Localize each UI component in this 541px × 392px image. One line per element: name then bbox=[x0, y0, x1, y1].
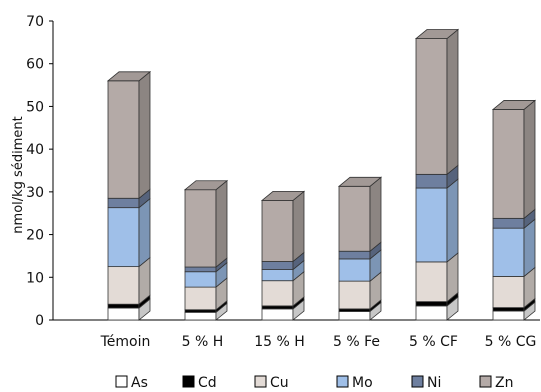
legend-label: Cd bbox=[198, 375, 217, 391]
bar-segment bbox=[184, 311, 217, 321]
legend-item: Cd bbox=[182, 375, 217, 391]
legend-item: Cu bbox=[254, 375, 289, 391]
legend-swatch bbox=[254, 375, 267, 388]
y-tick-label: 20 bbox=[26, 228, 44, 244]
bar-segment bbox=[261, 305, 294, 310]
y-tick-label: 70 bbox=[26, 14, 44, 30]
bar-segment-side bbox=[523, 218, 536, 278]
bar-top bbox=[260, 190, 306, 201]
bar-segment bbox=[415, 301, 448, 307]
legend-swatch bbox=[411, 375, 424, 388]
bar-segment bbox=[492, 307, 525, 312]
bar-segment-side bbox=[446, 28, 459, 176]
bar-segment bbox=[107, 303, 140, 309]
bar-segment bbox=[261, 280, 294, 307]
bar-segment bbox=[184, 266, 217, 273]
bar-segment-side bbox=[292, 190, 305, 263]
legend-label: Mo bbox=[352, 375, 373, 391]
legend-item: Mo bbox=[336, 375, 373, 391]
bar-segment bbox=[338, 280, 371, 310]
bar-segment-side bbox=[369, 176, 382, 253]
bar-segment-side bbox=[138, 70, 151, 200]
bar-stack bbox=[414, 28, 460, 321]
y-tick-label: 10 bbox=[26, 270, 44, 286]
x-tick-label: 5 % CF bbox=[409, 334, 458, 350]
bar-segment bbox=[261, 261, 294, 270]
bar-top bbox=[491, 100, 537, 110]
bar-segment bbox=[338, 185, 371, 252]
bar-segment bbox=[415, 173, 448, 189]
bar-top bbox=[106, 71, 152, 82]
bar-stack bbox=[337, 176, 383, 321]
legend-swatch bbox=[479, 375, 492, 388]
x-tick-label: Témoin bbox=[100, 334, 151, 350]
bar-segment bbox=[492, 310, 525, 321]
bar-stack bbox=[183, 179, 229, 321]
bars bbox=[106, 28, 537, 321]
bar-segment bbox=[261, 308, 294, 321]
bar-segment-side bbox=[215, 179, 228, 268]
bar-segment bbox=[415, 187, 448, 263]
legend-label: Ni bbox=[427, 375, 441, 391]
bar-segment bbox=[184, 286, 217, 311]
bar-segment bbox=[338, 311, 371, 321]
bar-segment-side bbox=[138, 197, 151, 268]
axes: 0 10 20 30 40 50 60 70 Témoin 5 % H 15 % H 5 % Fe 5 … bbox=[26, 14, 540, 350]
legend: As Cd Cu Mo Ni Zn bbox=[115, 375, 513, 391]
bar-top bbox=[337, 176, 383, 187]
y-axis-label: nmol/kg sédiment bbox=[11, 116, 26, 233]
bar-segment bbox=[492, 276, 525, 309]
bar-segment bbox=[492, 227, 525, 277]
bar-segment-side bbox=[446, 178, 459, 263]
bar-segment bbox=[107, 207, 140, 268]
bar-segment bbox=[261, 269, 294, 282]
legend-swatch bbox=[182, 375, 195, 388]
bar-segment bbox=[492, 109, 525, 219]
bar-segment bbox=[415, 38, 448, 175]
legend-swatch bbox=[115, 375, 128, 388]
y-tick-label: 30 bbox=[26, 185, 44, 201]
y-tick-label: 60 bbox=[26, 57, 44, 73]
bar-segment bbox=[107, 197, 140, 209]
y-tick-label: 0 bbox=[35, 313, 44, 329]
bar-segment bbox=[184, 271, 217, 288]
legend-label: Zn bbox=[495, 375, 513, 391]
legend-item: As bbox=[115, 375, 148, 391]
bar-stack bbox=[106, 70, 152, 321]
legend-item: Ni bbox=[411, 375, 441, 391]
bar-segment-side bbox=[523, 99, 536, 220]
x-tick-label: 5 % Fe bbox=[333, 334, 380, 350]
bar-segment bbox=[184, 189, 217, 268]
x-tick-label: 5 % CG bbox=[485, 334, 537, 350]
legend-item: Zn bbox=[479, 375, 513, 391]
bar-top bbox=[414, 29, 460, 39]
x-tick-label: 15 % H bbox=[254, 334, 305, 350]
bar-segment bbox=[107, 266, 140, 305]
legend-label: Cu bbox=[270, 375, 289, 391]
bar-segment bbox=[415, 305, 448, 321]
y-tick-label: 50 bbox=[26, 99, 44, 115]
bar-stack bbox=[260, 190, 306, 321]
bar-segment bbox=[338, 258, 371, 282]
legend-swatch bbox=[336, 375, 349, 388]
bar-segment bbox=[107, 80, 140, 199]
bar-segment bbox=[338, 250, 371, 260]
x-tick-label: 5 % H bbox=[182, 334, 224, 350]
bar-top bbox=[183, 180, 229, 191]
bar-segment bbox=[492, 217, 525, 229]
legend-label: As bbox=[131, 375, 148, 391]
bar-segment bbox=[261, 199, 294, 262]
bar-segment bbox=[107, 307, 140, 321]
bar-segment bbox=[415, 261, 448, 303]
y-tick-label: 40 bbox=[26, 142, 44, 158]
bar-stack bbox=[491, 99, 537, 321]
